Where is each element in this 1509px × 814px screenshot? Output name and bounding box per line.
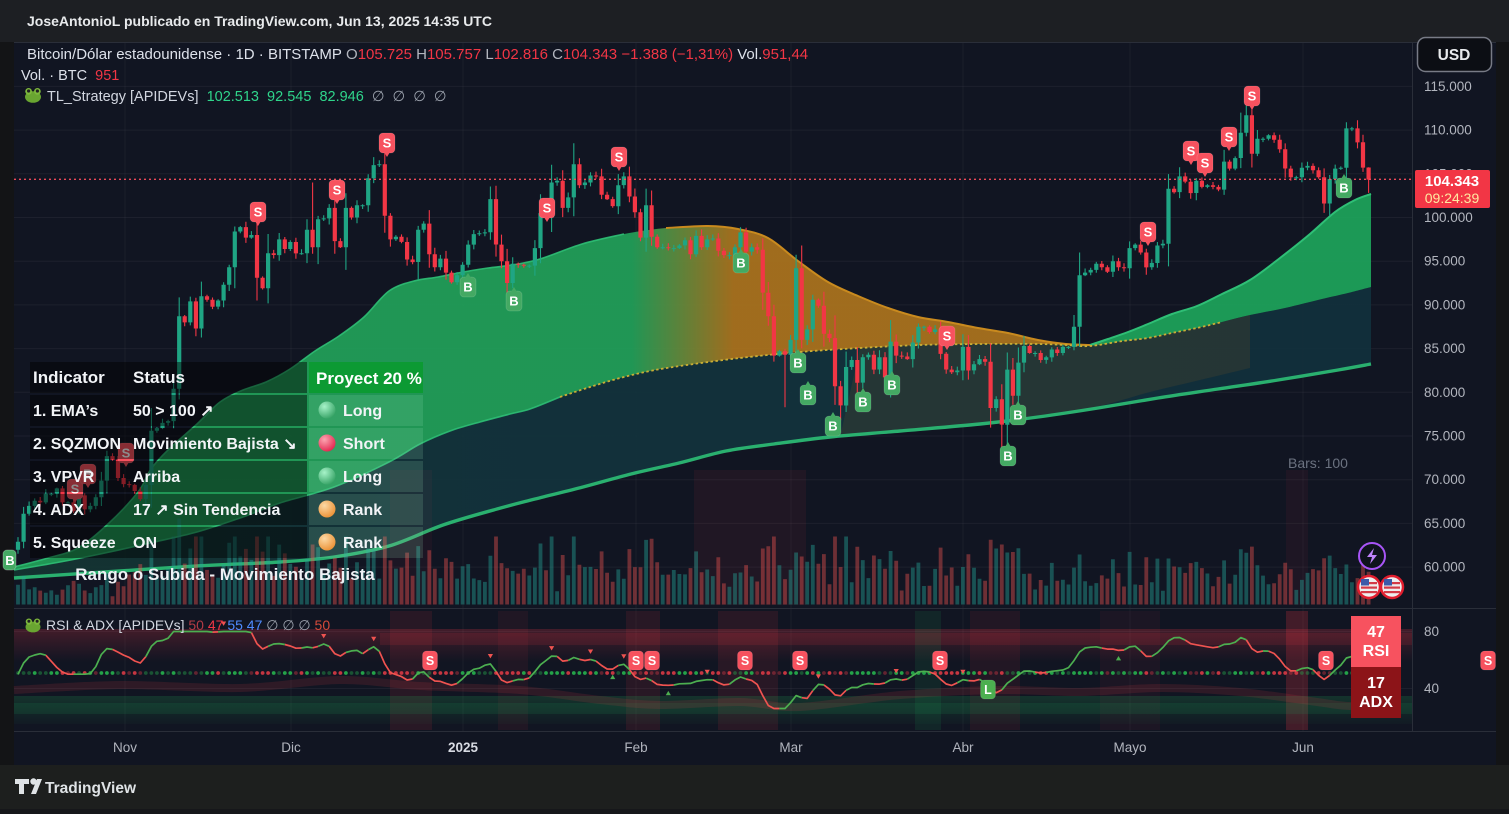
svg-text:ON: ON bbox=[133, 535, 157, 552]
svg-text:S: S bbox=[122, 446, 131, 461]
svg-text:65.000: 65.000 bbox=[1424, 516, 1465, 531]
svg-text:USD: USD bbox=[1438, 47, 1471, 64]
svg-text:Short: Short bbox=[343, 436, 385, 453]
svg-text:4. ADX: 4. ADX bbox=[33, 502, 84, 519]
svg-text:B: B bbox=[858, 395, 867, 410]
svg-text:17: 17 bbox=[1367, 675, 1385, 692]
svg-text:Movimiento Bajista ↘: Movimiento Bajista ↘ bbox=[133, 436, 297, 453]
svg-text:2025: 2025 bbox=[448, 740, 479, 755]
svg-text:Rank: Rank bbox=[343, 535, 382, 552]
svg-text:85.000: 85.000 bbox=[1424, 341, 1465, 356]
svg-text:S: S bbox=[741, 654, 749, 668]
svg-text:ADX: ADX bbox=[1359, 694, 1393, 711]
svg-text:70.000: 70.000 bbox=[1424, 472, 1465, 487]
svg-text:Proyect 20 %: Proyect 20 % bbox=[316, 369, 422, 388]
svg-text:17 ↗ Sin Tendencia: 17 ↗ Sin Tendencia bbox=[133, 502, 280, 519]
svg-text:S: S bbox=[796, 654, 804, 668]
svg-text:RSI & ADX [APIDEVs] 50 47 55 4: RSI & ADX [APIDEVs] 50 47 55 47 ∅ ∅ ∅ 50 bbox=[46, 617, 330, 633]
svg-text:Bitcoin/Dólar estadounidense ·: Bitcoin/Dólar estadounidense · 1D · BITS… bbox=[27, 46, 808, 63]
svg-text:80: 80 bbox=[1424, 624, 1439, 639]
svg-text:Arriba: Arriba bbox=[133, 469, 180, 486]
svg-text:Jun: Jun bbox=[1292, 740, 1314, 755]
svg-text:Rango o Subida - Movimiento Ba: Rango o Subida - Movimiento Bajista bbox=[75, 565, 375, 584]
svg-text:S: S bbox=[1225, 130, 1234, 145]
svg-text:2. SQZMON: 2. SQZMON bbox=[33, 436, 121, 453]
svg-text:S: S bbox=[936, 654, 944, 668]
svg-text:50 > 100 ↗: 50 > 100 ↗ bbox=[133, 403, 214, 420]
svg-text:80.000: 80.000 bbox=[1424, 385, 1465, 400]
svg-text:S: S bbox=[426, 654, 434, 668]
svg-text:B: B bbox=[803, 388, 812, 403]
svg-text:5. Squeeze: 5. Squeeze bbox=[33, 535, 116, 552]
svg-text:JoseAntonioL publicado en Trad: JoseAntonioL publicado en TradingView.co… bbox=[27, 13, 492, 29]
svg-text:Mayo: Mayo bbox=[1113, 740, 1146, 755]
svg-text:RSI: RSI bbox=[1363, 643, 1390, 660]
svg-text:95.000: 95.000 bbox=[1424, 254, 1465, 269]
svg-text:S: S bbox=[615, 150, 624, 165]
svg-text:60.000: 60.000 bbox=[1424, 560, 1465, 575]
svg-text:B: B bbox=[736, 256, 745, 271]
svg-text:B: B bbox=[1339, 181, 1348, 196]
svg-text:B: B bbox=[5, 553, 14, 568]
svg-text:100.000: 100.000 bbox=[1424, 210, 1473, 225]
svg-text:90.000: 90.000 bbox=[1424, 297, 1465, 312]
svg-text:B: B bbox=[463, 280, 472, 295]
svg-text:S: S bbox=[1484, 654, 1492, 668]
svg-text:S: S bbox=[1248, 89, 1257, 104]
svg-text:B: B bbox=[1003, 449, 1012, 464]
svg-text:TradingView: TradingView bbox=[45, 780, 137, 797]
svg-text:Dic: Dic bbox=[281, 740, 301, 755]
svg-text:Mar: Mar bbox=[779, 740, 803, 755]
svg-text:S: S bbox=[333, 183, 342, 198]
svg-text:S: S bbox=[1201, 156, 1210, 171]
svg-text:S: S bbox=[632, 654, 640, 668]
svg-text:40: 40 bbox=[1424, 681, 1439, 696]
svg-text:S: S bbox=[1187, 144, 1196, 159]
svg-text:S: S bbox=[71, 482, 80, 497]
svg-text:Bars: 100: Bars: 100 bbox=[1288, 455, 1348, 471]
svg-text:Abr: Abr bbox=[952, 740, 974, 755]
svg-text:B: B bbox=[887, 378, 896, 393]
svg-text:3. VPVR: 3. VPVR bbox=[33, 469, 95, 486]
svg-text:Long: Long bbox=[343, 469, 382, 486]
svg-text:S: S bbox=[1144, 225, 1153, 240]
svg-text:75.000: 75.000 bbox=[1424, 429, 1465, 444]
svg-text:S: S bbox=[943, 329, 952, 344]
svg-text:S: S bbox=[383, 136, 392, 151]
svg-text:L: L bbox=[984, 683, 992, 697]
svg-text:S: S bbox=[543, 201, 552, 216]
svg-text:47: 47 bbox=[1367, 624, 1385, 641]
svg-text:B: B bbox=[1013, 408, 1022, 423]
svg-text:104.343: 104.343 bbox=[1425, 173, 1479, 190]
svg-text:S: S bbox=[1322, 654, 1330, 668]
svg-text:B: B bbox=[83, 467, 92, 482]
svg-text:Nov: Nov bbox=[113, 740, 137, 755]
svg-text:Long: Long bbox=[343, 403, 382, 420]
svg-text:S: S bbox=[648, 654, 656, 668]
svg-text:Indicator: Indicator bbox=[33, 368, 105, 387]
svg-text:110.000: 110.000 bbox=[1424, 123, 1472, 138]
svg-text:Vol. · BTC 951: Vol. · BTC 951 bbox=[21, 68, 119, 84]
svg-text:09:24:39: 09:24:39 bbox=[1425, 190, 1480, 206]
svg-text:B: B bbox=[793, 356, 802, 371]
svg-text:Rank: Rank bbox=[343, 502, 382, 519]
svg-text:S: S bbox=[254, 205, 263, 220]
svg-text:1. EMA’s: 1. EMA’s bbox=[33, 403, 98, 420]
svg-text:B: B bbox=[509, 294, 518, 309]
svg-text:B: B bbox=[828, 419, 837, 434]
svg-text:TL_Strategy [APIDEVs] 102.513: TL_Strategy [APIDEVs] 102.513 92.545 82.… bbox=[47, 89, 447, 105]
svg-text:Feb: Feb bbox=[624, 740, 647, 755]
svg-text:Status: Status bbox=[133, 368, 185, 387]
svg-text:115.000: 115.000 bbox=[1424, 79, 1472, 94]
